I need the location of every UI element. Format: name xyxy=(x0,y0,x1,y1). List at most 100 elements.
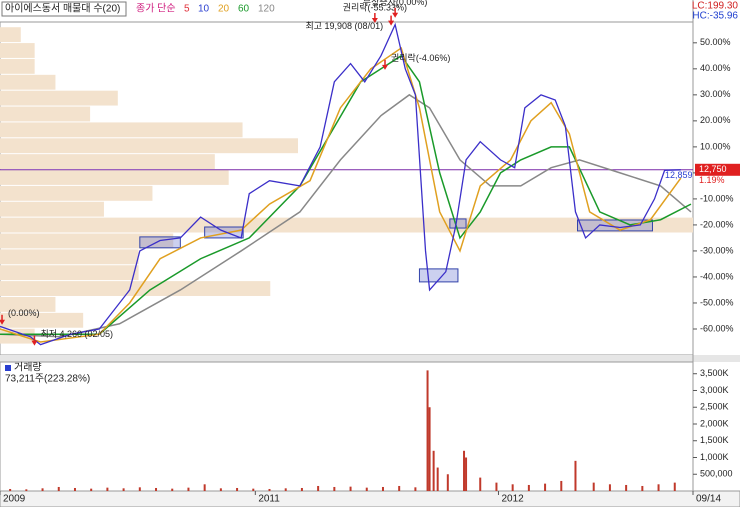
volume-bar xyxy=(560,480,563,491)
annotation-arrowhead xyxy=(392,12,399,18)
volume-bar xyxy=(300,487,303,491)
volume-profile-bar xyxy=(0,201,104,217)
volume-bar xyxy=(641,485,644,491)
volume-bar xyxy=(426,370,429,491)
legend-item: 5 xyxy=(184,4,190,15)
x-tick-label: 09/14 xyxy=(696,494,721,505)
chart-title: 아이에스동서 매물대 수(20) xyxy=(5,3,120,15)
consolidation-box xyxy=(577,219,653,232)
current-price-label: 12,750 xyxy=(699,164,727,174)
y-tick-label: -40.00% xyxy=(700,271,734,281)
volume-bar xyxy=(495,482,498,491)
volume-bar xyxy=(446,474,449,491)
volume-profile-bar xyxy=(0,27,21,43)
volume-bar xyxy=(432,450,435,491)
legend-label: 종가 단순 xyxy=(136,3,176,15)
legend-item: 10 xyxy=(198,4,210,15)
y-tick-label: -60.00% xyxy=(700,323,734,333)
x-tick-label: 2012 xyxy=(501,494,524,505)
title-box xyxy=(1,1,127,17)
volume-bar xyxy=(479,477,482,491)
volume-bar xyxy=(73,487,76,491)
volume-profile-bar xyxy=(0,122,243,138)
y-tick-label: 1,000K xyxy=(700,452,729,462)
volume-profile-bar xyxy=(0,58,35,74)
y-tick-label: -20.00% xyxy=(700,219,734,229)
volume-profile-bar xyxy=(0,249,139,265)
volume-bar xyxy=(122,488,125,491)
current-change-label: 1.19% xyxy=(699,175,725,185)
y-tick-label: 3,000K xyxy=(700,385,729,395)
volume-profile-bar xyxy=(0,265,139,281)
volume-profile-bar xyxy=(0,281,271,296)
volume-bar xyxy=(465,457,468,491)
volume-bar xyxy=(268,488,271,491)
y-tick-label: 50.00% xyxy=(700,37,731,47)
y-tick-label: 10.00% xyxy=(700,141,731,151)
volume-subtitle: 73,211주(223.28%) xyxy=(5,374,90,385)
y-tick-label: 1,500K xyxy=(700,435,729,445)
consolidation-box xyxy=(418,268,459,283)
volume-bar xyxy=(625,484,628,491)
annotation-arrowhead xyxy=(0,319,6,325)
y-tick-label: 3,500K xyxy=(700,368,729,378)
annotation: 최저 4,260 (02/05) xyxy=(40,329,113,339)
volume-bar xyxy=(511,484,514,491)
volume-bar xyxy=(349,486,352,491)
current-price-box xyxy=(695,163,740,176)
volume-profile-bar xyxy=(0,185,153,201)
volume-bar xyxy=(317,485,320,491)
volume-bar xyxy=(381,486,384,491)
volume-bar xyxy=(41,488,44,491)
x-tick-label: 2009 xyxy=(3,494,26,505)
volume-bar xyxy=(9,488,12,491)
y-tick-label: 20.00% xyxy=(700,115,731,125)
volume-bar xyxy=(436,467,439,491)
volume-icon xyxy=(5,365,11,371)
volume-bar xyxy=(57,486,60,491)
volume-profile-bar xyxy=(0,296,56,312)
volume-panel xyxy=(0,361,694,492)
legend-item: 120 xyxy=(258,4,275,15)
y-tick-label: 30.00% xyxy=(700,89,731,99)
legend-item: 60 xyxy=(238,4,250,15)
volume-bar xyxy=(365,487,368,491)
volume-bar xyxy=(90,488,93,491)
volume-bar xyxy=(219,488,222,491)
volume-bar xyxy=(428,407,431,491)
volume-bar xyxy=(138,487,141,491)
volume-profile-bar xyxy=(0,312,84,328)
y-tick-label: -50.00% xyxy=(700,297,734,307)
volume-profile-bar xyxy=(0,74,56,90)
volume-profile-bar xyxy=(0,217,693,233)
annotation: 권리락(-55.33%) xyxy=(343,1,407,12)
price-line xyxy=(0,93,692,338)
volume-bar xyxy=(203,484,206,491)
y-tick-label: 2,500K xyxy=(700,402,729,412)
volume-bar xyxy=(236,487,239,491)
volume-bar xyxy=(414,487,417,491)
volume-bar xyxy=(333,486,336,491)
x-axis-strip xyxy=(0,490,740,507)
volume-bar xyxy=(171,488,174,491)
volume-bar xyxy=(252,488,255,491)
volume-bar xyxy=(106,487,109,491)
volume-bar xyxy=(187,487,190,491)
volume-bar xyxy=(284,488,287,491)
panel-separator xyxy=(0,355,740,362)
volume-title: 거래량 xyxy=(14,362,42,374)
annotation-arrowhead xyxy=(388,20,395,26)
y-tick-label: 500,000 xyxy=(700,469,733,479)
annotation: 권리락(-4.06%) xyxy=(391,52,450,63)
annotation: 무상증자(0.00%) xyxy=(363,0,428,7)
y-tick-label: -30.00% xyxy=(700,245,734,255)
price-line xyxy=(0,46,682,343)
volume-profile-bar xyxy=(0,43,35,58)
legend-item: 20 xyxy=(218,4,230,15)
volume-profile-bar xyxy=(0,233,174,249)
x-tick-label: 2011 xyxy=(258,494,280,505)
volume-bar xyxy=(155,487,158,491)
annotation-arrowhead xyxy=(371,18,378,23)
